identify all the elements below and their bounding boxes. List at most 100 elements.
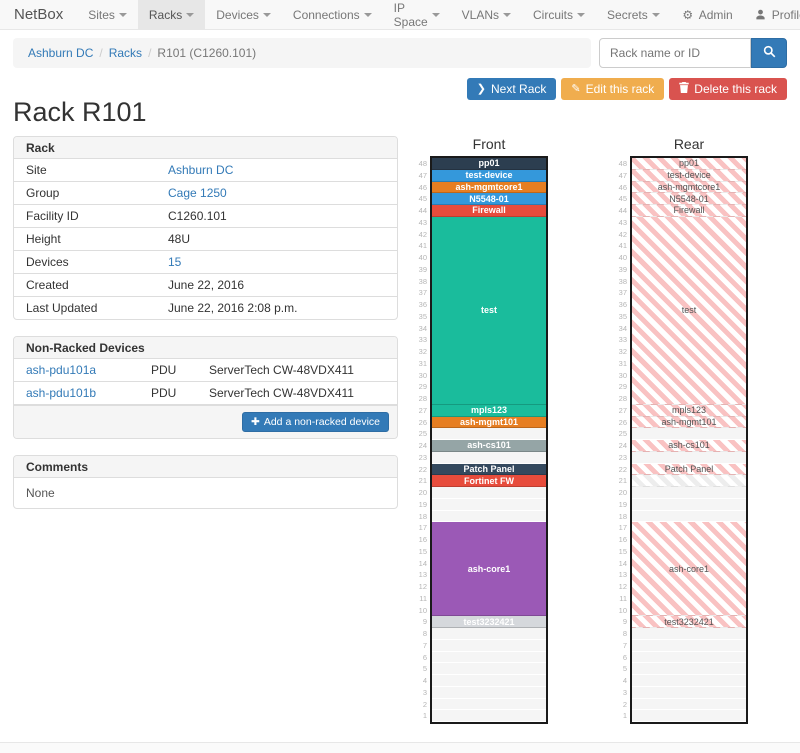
- caret-down-icon: [186, 12, 195, 17]
- nav-item-connections[interactable]: Connections: [282, 0, 383, 29]
- unit-number: 45: [618, 194, 627, 204]
- rack-unit-empty: [432, 651, 546, 664]
- nav-label: Sites: [88, 7, 115, 22]
- rack-unit-empty: [632, 710, 746, 722]
- unit-number: 12: [418, 582, 427, 591]
- comments-panel: Comments None: [13, 455, 398, 509]
- edit-rack-button[interactable]: ✎ Edit this rack: [561, 78, 665, 100]
- nav-item-racks[interactable]: Racks: [137, 0, 206, 29]
- button-label: Delete this rack: [694, 82, 777, 96]
- unit-number: 43: [418, 217, 427, 227]
- created-value: June 22, 2016: [168, 278, 245, 292]
- nav-item-admin[interactable]: ⚙ Admin: [671, 0, 744, 29]
- unit-number: 26: [418, 417, 427, 427]
- caret-down-icon: [363, 12, 372, 17]
- table-row: ash-pdu101a PDU ServerTech CW-48VDX411: [14, 359, 397, 382]
- unit-number: 23: [618, 452, 627, 462]
- unit-number: 43: [618, 217, 627, 227]
- unit-number: 46: [418, 182, 427, 192]
- rack-device-rear[interactable]: Patch Panel: [632, 463, 746, 476]
- nav-item-sites[interactable]: Sites: [77, 0, 138, 29]
- table-row: ash-pdu101b PDU ServerTech CW-48VDX411: [14, 382, 397, 405]
- rack-device-front[interactable]: pp01: [432, 158, 546, 170]
- delete-rack-button[interactable]: Delete this rack: [669, 78, 787, 100]
- rack-device-front[interactable]: N5548-01: [432, 193, 546, 205]
- unit-number: 13: [418, 570, 427, 580]
- chevron-right-icon: ❯: [476, 82, 487, 95]
- device-link[interactable]: ash-pdu101a: [26, 363, 97, 377]
- rack-device-rear[interactable]: Firewall: [632, 205, 746, 217]
- rack-device-rear[interactable]: ash-core1: [632, 522, 746, 617]
- caret-down-icon: [503, 12, 512, 17]
- rack-device-rear[interactable]: ash-mgmt101: [632, 416, 746, 429]
- rack-device-front[interactable]: Patch Panel: [432, 463, 546, 476]
- unit-number: 40: [418, 253, 427, 262]
- rack-device-rear[interactable]: mpls123: [632, 404, 746, 417]
- group-link[interactable]: Cage 1250: [168, 186, 227, 200]
- unit-number: 17: [618, 523, 627, 533]
- next-rack-button[interactable]: ❯ Next Rack: [466, 78, 557, 100]
- breadcrumb-current: R101 (C1260.101): [157, 46, 257, 60]
- rack-device-rear[interactable]: pp01: [632, 158, 746, 170]
- search-input[interactable]: [599, 38, 751, 68]
- device-type: PDU: [151, 363, 177, 377]
- panel-title: Comments: [14, 456, 397, 478]
- unit-number: 19: [418, 499, 427, 509]
- rack-unit-empty: [632, 639, 746, 652]
- breadcrumb-site-link[interactable]: Ashburn DC: [28, 46, 94, 60]
- rack-device-rear[interactable]: ash-cs101: [632, 440, 746, 452]
- unit-number: 31: [618, 358, 627, 368]
- rack-device-front[interactable]: ash-cs101: [432, 440, 546, 452]
- field-label: Facility ID: [26, 209, 79, 223]
- rack-device-front[interactable]: mpls123: [432, 404, 546, 417]
- unit-number: 42: [618, 229, 627, 239]
- nav-item-profile[interactable]: Profile: [744, 0, 800, 29]
- unit-number: 2: [422, 699, 427, 709]
- caret-down-icon: [118, 12, 127, 17]
- device-model: ServerTech CW-48VDX411: [209, 363, 354, 377]
- nav-label: Circuits: [533, 7, 574, 22]
- rack-unit-empty: [432, 428, 546, 440]
- unit-number: 28: [418, 394, 427, 403]
- unit-number: 17: [418, 523, 427, 533]
- rack-device-front[interactable]: Fortinet FW: [432, 475, 546, 487]
- search-button[interactable]: [751, 38, 787, 68]
- nav-item-circuits[interactable]: Circuits: [522, 0, 596, 29]
- add-non-racked-device-button[interactable]: ✚ Add a non-racked device: [242, 412, 389, 432]
- rack-device-front[interactable]: ash-core1: [432, 522, 546, 617]
- nav-item-ip-space[interactable]: IP Space: [383, 0, 451, 29]
- nav-label: IP Space: [393, 0, 428, 29]
- unit-number: 15: [618, 546, 627, 556]
- field-label: Group: [26, 186, 60, 200]
- rack-device-front[interactable]: ash-mgmtcore1: [432, 181, 546, 194]
- device-link[interactable]: ash-pdu101b: [26, 386, 97, 400]
- unit-number: 34: [618, 323, 627, 333]
- unit-number: 45: [418, 194, 427, 204]
- breadcrumb-racks-link[interactable]: Racks: [108, 46, 143, 60]
- rack-unit-empty: [632, 686, 746, 699]
- site-link[interactable]: Ashburn DC: [168, 163, 234, 177]
- rack-unit-empty: [632, 510, 746, 523]
- nav-item-vlans[interactable]: VLANs: [451, 0, 522, 29]
- rack-device-rear[interactable]: ash-mgmtcore1: [632, 181, 746, 194]
- rack-device-rear[interactable]: test: [632, 216, 746, 405]
- devices-count-link[interactable]: 15: [168, 255, 182, 269]
- nav-item-secrets[interactable]: Secrets: [596, 0, 671, 29]
- brand-netbox[interactable]: NetBox: [14, 6, 64, 23]
- rack-device-front[interactable]: ash-mgmt101: [432, 416, 546, 429]
- rack-device-front[interactable]: test: [432, 216, 546, 405]
- rack-device-rear[interactable]: N5548-01: [632, 193, 746, 205]
- rack-device-rear[interactable]: test-device: [632, 169, 746, 182]
- rack-search-form: [599, 38, 787, 68]
- rack-device-front[interactable]: Firewall: [432, 205, 546, 217]
- unit-number: 5: [622, 664, 627, 674]
- rack-unit-empty: [632, 675, 746, 687]
- unit-number: 31: [418, 358, 427, 368]
- unit-number: 39: [418, 264, 427, 274]
- rack-device-rear[interactable]: test3232421: [632, 616, 746, 628]
- nav-item-devices[interactable]: Devices: [205, 0, 282, 29]
- rack-device-front[interactable]: test-device: [432, 169, 546, 182]
- rack-device-front[interactable]: test3232421: [432, 616, 546, 628]
- rack-unit-empty: [432, 639, 546, 652]
- rack-unit-empty: [432, 451, 546, 464]
